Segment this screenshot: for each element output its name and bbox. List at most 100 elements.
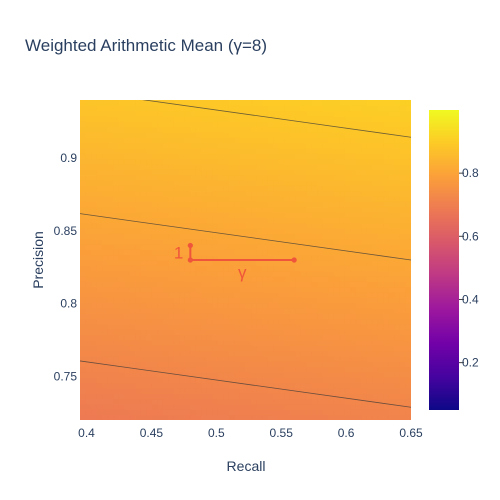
- heatmap-cell: [262, 260, 269, 266]
- heatmap-cell: [124, 356, 131, 362]
- heatmap-cell: [355, 180, 362, 186]
- heatmap-cell: [355, 404, 362, 410]
- heatmap-cell: [234, 308, 241, 314]
- heatmap-cell: [157, 292, 164, 298]
- heatmap-cell: [217, 132, 225, 138]
- heatmap-cell: [306, 356, 313, 362]
- heatmap-cell: [239, 409, 247, 416]
- heatmap-cell: [85, 260, 92, 266]
- heatmap-cell: [217, 292, 225, 298]
- heatmap-cell: [366, 169, 373, 176]
- heatmap-cell: [267, 217, 274, 224]
- heatmap-cell: [157, 126, 164, 133]
- heatmap-cell: [124, 334, 131, 341]
- heatmap-cell: [372, 148, 379, 154]
- heatmap-cell: [162, 286, 169, 293]
- heatmap-cell: [151, 244, 158, 250]
- y-axis-ticks: 0.750.80.850.9: [54, 151, 78, 383]
- heatmap-cell: [273, 302, 280, 309]
- heatmap-cell: [129, 276, 136, 282]
- heatmap-cell: [212, 281, 219, 288]
- heatmap-cell: [223, 190, 230, 197]
- heatmap-cell: [168, 393, 175, 400]
- heatmap-cell: [151, 281, 158, 288]
- heatmap-cell: [168, 297, 175, 304]
- heatmap-cell: [146, 238, 153, 245]
- heatmap-cell: [201, 361, 208, 368]
- heatmap-cell: [273, 212, 280, 218]
- heatmap-cell: [135, 324, 142, 330]
- heatmap-cell: [256, 228, 263, 234]
- heatmap-cell: [339, 260, 346, 266]
- heatmap-cell: [162, 292, 169, 298]
- heatmap-cell: [256, 372, 263, 378]
- heatmap-cell: [80, 398, 87, 405]
- heatmap-cell: [311, 409, 318, 416]
- heatmap-cell: [234, 249, 241, 256]
- heatmap-cell: [267, 137, 274, 144]
- heatmap-cell: [339, 249, 346, 256]
- heatmap-cell: [113, 142, 120, 149]
- heatmap-cell: [140, 121, 147, 128]
- heatmap-cell: [251, 148, 258, 154]
- heatmap-cell: [217, 281, 225, 288]
- heatmap-cell: [394, 238, 401, 245]
- heatmap-cell: [162, 126, 169, 133]
- heatmap-cell: [96, 329, 103, 336]
- heatmap-cell: [239, 372, 247, 378]
- heatmap-cell: [383, 110, 390, 117]
- heatmap-cell: [306, 409, 313, 416]
- heatmap-cell: [151, 388, 158, 394]
- heatmap-cell: [190, 212, 197, 218]
- heatmap-cell: [223, 212, 230, 218]
- heatmap-cell: [184, 137, 191, 144]
- heatmap-cell: [322, 142, 329, 149]
- heatmap-cell: [256, 409, 263, 416]
- heatmap-cell: [201, 212, 208, 218]
- heatmap-cell: [102, 132, 109, 138]
- heatmap-cell: [162, 190, 169, 197]
- heatmap-cell: [262, 297, 269, 304]
- heatmap-cell: [262, 158, 269, 165]
- heatmap-cell: [168, 212, 175, 218]
- heatmap-cell: [317, 414, 324, 420]
- heatmap-cell: [311, 190, 318, 197]
- heatmap-cell: [195, 254, 202, 261]
- heatmap-cell: [179, 148, 186, 154]
- heatmap-cell: [350, 270, 357, 277]
- heatmap-cell: [107, 126, 114, 133]
- heatmap-cell: [157, 158, 164, 165]
- heatmap-cell: [201, 313, 208, 320]
- heatmap-cell: [102, 286, 109, 293]
- heatmap-cell: [162, 388, 169, 394]
- heatmap-cell: [190, 249, 197, 256]
- heatmap-cell: [273, 100, 280, 106]
- heatmap-cell: [118, 393, 125, 400]
- heatmap-cell: [361, 201, 368, 208]
- heatmap-cell: [256, 116, 263, 122]
- heatmap-cell: [388, 137, 396, 144]
- heatmap-cell: [80, 110, 87, 117]
- heatmap-cell: [129, 398, 136, 405]
- heatmap-cell: [173, 132, 180, 138]
- heatmap-cell: [206, 254, 213, 261]
- heatmap-cell: [366, 308, 373, 314]
- heatmap-cell: [129, 249, 136, 256]
- heatmap-cell: [91, 233, 98, 240]
- heatmap-cell: [135, 126, 142, 133]
- heatmap-cell: [256, 276, 263, 282]
- heatmap-cell: [284, 388, 291, 394]
- heatmap-cell: [201, 233, 208, 240]
- heatmap-cell: [146, 222, 153, 229]
- heatmap-cell: [366, 201, 373, 208]
- heatmap-cell: [284, 350, 291, 357]
- x-axis-ticks: 0.4 0.45 0.5 0.55 0.6 0.65: [78, 426, 423, 440]
- heatmap-cell: [190, 206, 197, 213]
- heatmap-cell: [173, 254, 180, 261]
- heatmap-cell: [377, 393, 385, 400]
- heatmap-cell: [256, 398, 263, 405]
- heatmap-cell: [289, 116, 296, 122]
- heatmap-cell: [399, 302, 407, 309]
- heatmap-cell: [212, 366, 219, 373]
- heatmap-cell: [168, 233, 175, 240]
